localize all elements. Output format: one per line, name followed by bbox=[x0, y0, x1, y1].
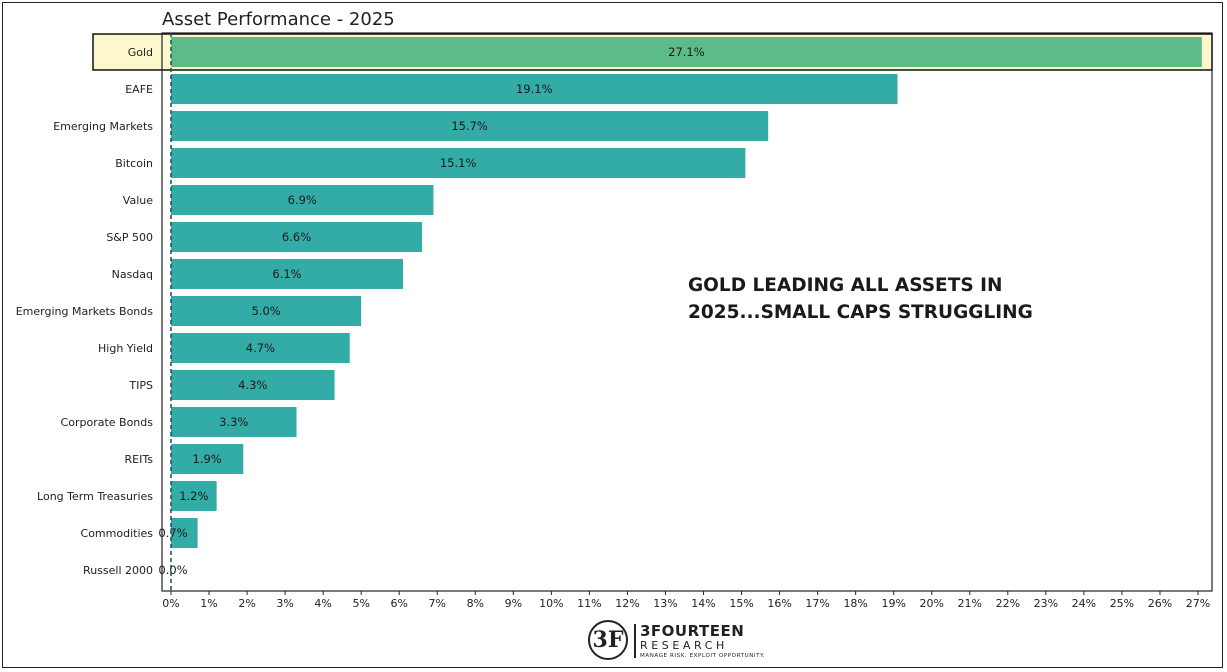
x-tick-label: 26% bbox=[1148, 597, 1172, 610]
value-label: 15.7% bbox=[451, 119, 488, 133]
x-tick-label: 14% bbox=[691, 597, 715, 610]
x-tick-label: 2% bbox=[238, 597, 255, 610]
category-label: Bitcoin bbox=[115, 157, 153, 170]
x-tick-label: 22% bbox=[996, 597, 1020, 610]
value-label: 1.9% bbox=[193, 452, 222, 466]
bar-bitcoin bbox=[171, 148, 746, 178]
logo-mark-icon: 3F bbox=[588, 620, 628, 660]
x-tick-label: 23% bbox=[1034, 597, 1058, 610]
bars-layer: 27.1% 19.1% 15.7% 15.1% 6.9% 6.6% 6.1% 5.0% 4.7%… bbox=[158, 37, 1202, 577]
category-label: Emerging Markets Bonds bbox=[16, 305, 154, 318]
category-label: Emerging Markets bbox=[53, 120, 153, 133]
annotation-line: GOLD LEADING ALL ASSETS IN bbox=[688, 275, 1002, 296]
x-tick-label: 3% bbox=[276, 597, 293, 610]
logo-sub: RESEARCH bbox=[640, 639, 728, 652]
category-label: Russell 2000 bbox=[83, 564, 153, 577]
x-tick-label: 1% bbox=[200, 597, 217, 610]
value-label: 27.1% bbox=[668, 45, 705, 59]
brand-logo: 3F 3FOURTEEN RESEARCH MANAGE RISK. EXPLO… bbox=[588, 620, 768, 664]
value-label: 6.1% bbox=[272, 267, 301, 281]
plot-area bbox=[161, 32, 1213, 592]
bar-eafe bbox=[171, 74, 898, 104]
x-tick-label: 0% bbox=[162, 597, 179, 610]
x-tick-label: 17% bbox=[805, 597, 829, 610]
x-tick-label: 6% bbox=[390, 597, 407, 610]
value-label: 0.0% bbox=[158, 563, 187, 577]
category-label: TIPS bbox=[128, 379, 153, 392]
x-axis: 0% 1% 2% 3% 4% 5% 6% 7% 8% 9% 10% 11% 12% 13% 14% 15% 16… bbox=[162, 33, 1210, 610]
value-label: 4.3% bbox=[238, 378, 267, 392]
bar-emerging-markets-bonds bbox=[171, 296, 362, 326]
bar-long-term-treasuries bbox=[171, 481, 217, 511]
bar-emerging-markets bbox=[171, 111, 769, 141]
bar-high-yield bbox=[171, 333, 350, 363]
x-tick-label: 8% bbox=[467, 597, 484, 610]
bar-s-p-500 bbox=[171, 222, 423, 252]
category-label: Corporate Bonds bbox=[61, 416, 154, 429]
logo-tagline: MANAGE RISK. EXPLOIT OPPORTUNITY. bbox=[640, 653, 766, 659]
category-label: Nasdaq bbox=[112, 268, 153, 281]
bar-commodities bbox=[171, 518, 198, 548]
x-tick-label: 25% bbox=[1110, 597, 1134, 610]
x-tick-label: 11% bbox=[577, 597, 601, 610]
category-label: REITs bbox=[125, 453, 154, 466]
value-label: 1.2% bbox=[179, 489, 208, 503]
bar-value bbox=[171, 185, 434, 215]
value-label: 19.1% bbox=[516, 82, 553, 96]
x-tick-label: 12% bbox=[615, 597, 639, 610]
chart-title: Asset Performance - 2025 bbox=[162, 9, 395, 30]
category-label: Gold bbox=[128, 46, 153, 59]
x-tick-label: 5% bbox=[352, 597, 369, 610]
x-tick-label: 4% bbox=[314, 597, 331, 610]
value-label: 3.3% bbox=[219, 415, 248, 429]
x-tick-label: 16% bbox=[767, 597, 791, 610]
value-label: 5.0% bbox=[251, 304, 280, 318]
x-tick-label: 19% bbox=[881, 597, 905, 610]
x-tick-label: 24% bbox=[1072, 597, 1096, 610]
bar-tips bbox=[171, 370, 335, 400]
category-label: Value bbox=[123, 194, 153, 207]
x-tick-label: 9% bbox=[505, 597, 522, 610]
logo-name: 3FOURTEEN bbox=[640, 622, 745, 640]
x-tick-label: 27% bbox=[1186, 597, 1210, 610]
bar-nasdaq bbox=[171, 259, 404, 289]
x-tick-label: 10% bbox=[539, 597, 563, 610]
bar-reits bbox=[171, 444, 244, 474]
category-label: EAFE bbox=[125, 83, 153, 96]
x-tick-label: 7% bbox=[429, 597, 446, 610]
bar-gold bbox=[171, 37, 1202, 67]
value-label: 6.9% bbox=[288, 193, 317, 207]
category-label: S&P 500 bbox=[106, 231, 153, 244]
logo-divider bbox=[634, 624, 636, 658]
category-label: Long Term Treasuries bbox=[37, 490, 153, 503]
bar-corporate-bonds bbox=[171, 407, 297, 437]
value-label: 6.6% bbox=[282, 230, 311, 244]
x-tick-label: 13% bbox=[653, 597, 677, 610]
x-tick-label: 18% bbox=[843, 597, 867, 610]
category-labels: Gold EAFE Emerging Markets Bitcoin Value S&P … bbox=[16, 46, 154, 577]
x-tick-label: 21% bbox=[958, 597, 982, 610]
annotation: GOLD LEADING ALL ASSETS IN 2025...SMALL C… bbox=[688, 275, 1033, 323]
category-label: Commodities bbox=[81, 527, 154, 540]
x-tick-label: 20% bbox=[920, 597, 944, 610]
x-tick-label: 15% bbox=[729, 597, 753, 610]
value-label: 4.7% bbox=[246, 341, 275, 355]
value-label: 15.1% bbox=[440, 156, 477, 170]
value-label: 0.7% bbox=[158, 526, 187, 540]
annotation-line: 2025...SMALL CAPS STRUGGLING bbox=[688, 302, 1033, 323]
category-label: High Yield bbox=[98, 342, 153, 355]
